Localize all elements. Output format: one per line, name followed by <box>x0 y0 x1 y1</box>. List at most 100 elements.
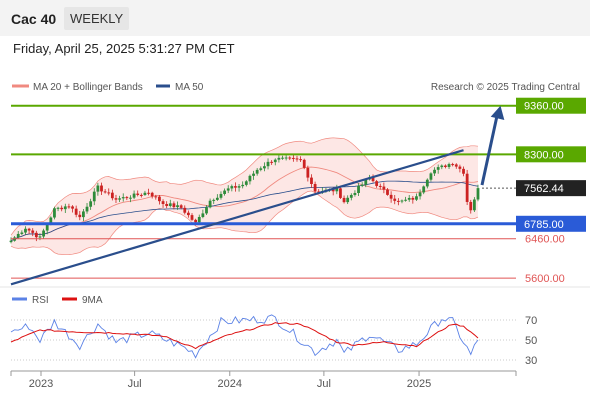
candle-body <box>447 164 451 167</box>
candle-body <box>270 161 274 163</box>
candle-body <box>154 196 158 198</box>
support-label-bg <box>516 215 586 232</box>
ma20-line <box>10 166 479 242</box>
candle-body <box>136 193 140 195</box>
rsi-tick-label: 70 <box>525 315 537 327</box>
candle-body <box>277 157 281 160</box>
candle-body <box>197 216 201 223</box>
credit-text: Research © 2025 Trading Central <box>431 82 580 93</box>
candle-body <box>234 186 237 188</box>
time-axis: 2023 Jul 2024 Jul 2025 <box>10 370 517 390</box>
candle-body <box>425 179 429 187</box>
resistance-label: 9360.00 <box>524 101 564 113</box>
time-axis-label: Jul <box>128 378 142 390</box>
candle-body <box>139 194 143 196</box>
candle-body <box>407 197 411 200</box>
levels-layer: 9360.00 8300.00 7562.44 6785.00 6460.00 5600.… <box>10 97 586 286</box>
ma50-line <box>10 180 479 242</box>
time-axis-label: 2025 <box>407 378 431 390</box>
candle-body <box>400 200 404 202</box>
candle-body <box>454 164 458 167</box>
candle-body <box>244 181 248 185</box>
candle-body <box>60 207 64 210</box>
projection-arrow-head <box>490 105 505 120</box>
timeframe-button[interactable]: WEEKLY <box>64 7 130 30</box>
candle-body <box>107 192 111 194</box>
instrument-title: Cac 40 <box>11 11 57 27</box>
candle-body <box>241 184 245 187</box>
rsi-ma-legend-label: 9MA <box>82 295 103 306</box>
target-level-label: 5600.00 <box>525 273 565 285</box>
candle-body <box>429 173 433 180</box>
candle-body <box>24 228 27 233</box>
candle-body <box>96 185 100 192</box>
candle-body <box>444 165 447 167</box>
candle-body <box>194 219 198 223</box>
candle-body <box>190 215 194 220</box>
candle-body <box>371 177 375 182</box>
candle-body <box>201 213 205 217</box>
candle-body <box>331 189 335 192</box>
candle-body <box>215 197 219 200</box>
candle-body <box>284 157 288 159</box>
candle-body <box>78 214 82 218</box>
candle-body <box>38 236 42 238</box>
ma50-legend-label: MA 50 <box>175 82 204 93</box>
time-axis-label: 2023 <box>29 378 53 390</box>
candle-body <box>147 192 150 194</box>
candle-body <box>451 164 455 166</box>
candle-body <box>353 193 357 195</box>
resistance-label: 8300.00 <box>524 149 564 161</box>
candle-body <box>349 194 353 198</box>
candle-body <box>252 173 255 176</box>
rsi-ma-line <box>10 322 479 350</box>
candle-body <box>259 168 263 170</box>
candle-body <box>422 186 426 193</box>
candle-body <box>85 206 89 212</box>
candle-body <box>82 211 85 218</box>
candle-body <box>472 199 476 211</box>
candle-body <box>42 230 45 237</box>
resistance-label-bg <box>516 97 586 114</box>
projection-arrow-shaft <box>480 113 499 186</box>
candle-body <box>27 228 31 231</box>
candle-body <box>45 224 49 231</box>
candle-body <box>183 207 187 213</box>
candle-body <box>266 161 270 167</box>
rsi-layer: 70 50 30 <box>10 314 537 367</box>
bollinger-legend-label: MA 20 + Bollinger Bands <box>33 82 143 93</box>
rsi-line <box>10 314 479 359</box>
candle-body <box>346 197 350 203</box>
candle-body <box>302 159 306 168</box>
rsi-ma-legend-swatch <box>62 297 77 301</box>
header-bar: Cac 40 WEEKLY <box>0 0 590 36</box>
candle-body <box>291 157 295 159</box>
candle-body <box>295 158 299 160</box>
candle-body <box>103 191 107 193</box>
candle-body <box>378 185 382 187</box>
time-axis-label: 2024 <box>218 378 242 390</box>
candle-body <box>121 197 125 199</box>
candle-body <box>469 201 473 211</box>
candle-body <box>16 233 20 238</box>
last-price-label-bg <box>516 180 586 197</box>
candle-body <box>158 196 161 202</box>
candle-body <box>418 192 422 197</box>
candle-body <box>335 188 339 192</box>
candle-body <box>20 232 24 234</box>
candle-body <box>396 200 400 202</box>
candle-body <box>386 189 389 195</box>
candle-body <box>465 173 469 202</box>
candle-body <box>313 183 317 192</box>
bollinger-band-fill <box>11 137 478 255</box>
candle-body <box>176 205 179 208</box>
rsi-tick-label: 50 <box>525 335 537 347</box>
candle-body <box>71 206 74 209</box>
candle-body <box>114 198 118 200</box>
candle-body <box>310 177 313 184</box>
support-label: 6785.00 <box>524 219 564 231</box>
candle-body <box>306 167 310 178</box>
candle-body <box>317 191 321 193</box>
candle-body <box>9 240 13 243</box>
